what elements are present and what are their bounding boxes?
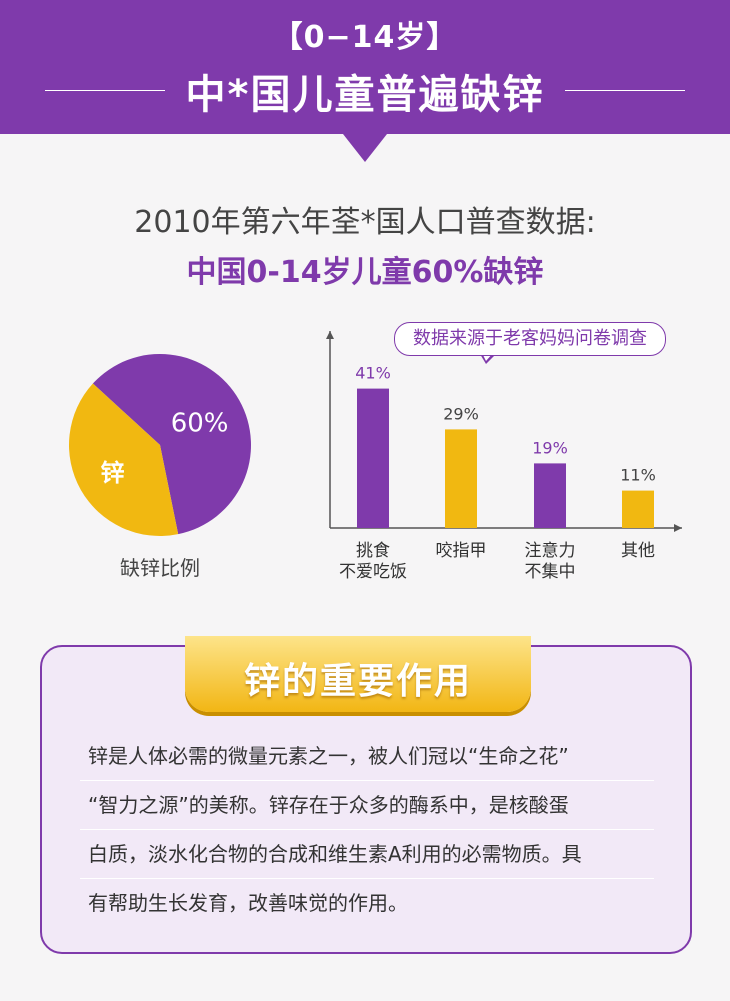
pie-chart: 60% 锌 [60,352,260,542]
bar-data-label: 11% [620,466,656,485]
card-ribbon [185,636,531,712]
header-divider-left [45,90,165,91]
bar [357,388,389,528]
header-arrow [343,134,387,162]
bar-data-label: 19% [532,438,568,457]
category-label: 不爱吃饭 [339,562,407,582]
source-note: 数据来源于老客妈妈问卷调查 [394,322,666,356]
bar-data-label: 41% [355,364,391,383]
card-line: “智力之源”的美称。锌存在于众多的酶系中，是核酸蛋 [80,781,654,830]
bar-data-label: 29% [443,404,479,423]
category-label: 不集中 [525,562,576,582]
y-axis-arrow [326,331,334,339]
header-banner [0,0,730,134]
category-label: 注意力 [525,541,576,561]
pie-slice-label: 60% [171,409,229,439]
pie-slice-label: 锌 [100,459,124,487]
source-callout-tail-inner [482,353,493,361]
bar [534,463,566,528]
category-label: 咬指甲 [436,541,487,561]
census-highlight: 中国0-14岁儿童60%缺锌 [186,255,544,290]
category-label: 挑食 [356,541,390,561]
card-line: 有帮助生长发育，改善味觉的作用。 [88,891,408,915]
header-divider-right [565,90,685,91]
card-line: 白质，淡水化合物的合成和维生素A利用的必需物质。具 [80,830,654,879]
x-axis-arrow [674,524,682,532]
card-title: 锌的重要作用 [243,661,472,702]
header-title: 中*国儿童普遍缺锌 [185,72,545,118]
bar-chart: 41% 挑食 不爱吃饭 29% 咬指甲 19% 注意力 不集中 11% 其他 [300,315,710,595]
census-line: 2010年第六年荃*国人口普查数据: [134,205,596,240]
pie-caption: 缺锌比例 [120,556,200,580]
header-subtitle: 【0−14岁】 [272,20,458,55]
bar [622,490,654,528]
card-line: 锌是人体必需的微量元素之一，被人们冠以“生命之花” [80,732,654,781]
pie-slice [68,383,179,536]
pie-slice [92,354,251,535]
category-label: 其他 [621,541,655,561]
card-body: 锌是人体必需的微量元素之一，被人们冠以“生命之花” “智力之源”的美称。锌存在于… [80,732,654,927]
bar [445,429,477,528]
